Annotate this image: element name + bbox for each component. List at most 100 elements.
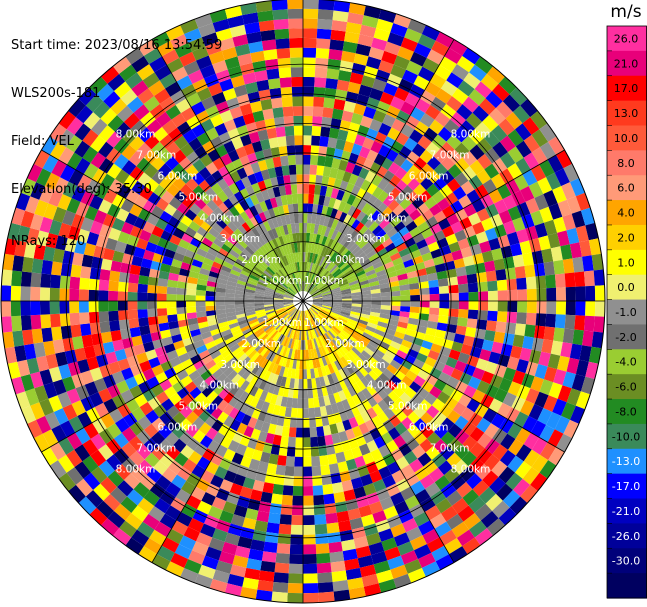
velocity-bin [288, 233, 294, 244]
velocity-bin [217, 317, 228, 324]
velocity-bin [244, 294, 255, 299]
velocity-bin [211, 170, 224, 183]
velocity-bin [287, 264, 293, 275]
velocity-bin [539, 206, 554, 223]
velocity-bin [323, 97, 336, 109]
range-ring-label: 6.00km [409, 170, 449, 182]
velocity-bin [491, 460, 508, 478]
velocity-bin [344, 558, 360, 571]
velocity-bin [234, 307, 246, 312]
colorbar-swatch [607, 349, 647, 375]
velocity-bin [419, 113, 435, 128]
velocity-bin [361, 350, 372, 360]
velocity-bin [308, 285, 316, 294]
velocity-bin [321, 306, 332, 311]
velocity-bin [212, 368, 224, 380]
velocity-bin [20, 271, 32, 287]
velocity-bin [298, 281, 302, 292]
velocity-bin [33, 433, 50, 452]
velocity-bin [58, 472, 76, 492]
velocity-bin [198, 321, 209, 329]
velocity-bin [363, 346, 375, 357]
velocity-bin [351, 346, 362, 357]
velocity-bin [283, 296, 294, 300]
velocity-bin [254, 419, 264, 431]
velocity-bin [531, 129, 549, 148]
velocity-bin [569, 242, 583, 259]
range-ring-label: 6.00km [158, 422, 198, 434]
velocity-bin [348, 437, 359, 450]
velocity-bin [186, 306, 197, 314]
velocity-bin [195, 109, 211, 124]
velocity-bin [555, 287, 567, 301]
velocity-bin [309, 358, 314, 370]
velocity-bin [198, 422, 212, 436]
velocity-bin [334, 272, 345, 280]
velocity-bin [539, 123, 557, 142]
velocity-bin [383, 261, 395, 270]
velocity-bin [372, 403, 384, 416]
velocity-bin [348, 586, 366, 600]
colorbar-swatch [607, 26, 647, 52]
velocity-bin [329, 351, 338, 362]
velocity-bin [377, 411, 389, 424]
velocity-bin [172, 227, 185, 240]
velocity-bin [119, 64, 137, 82]
velocity-bin [105, 351, 118, 365]
velocity-bin [289, 553, 303, 565]
velocity-bin [351, 446, 363, 459]
velocity-bin [313, 504, 326, 516]
velocity-bin [360, 214, 371, 226]
velocity-bin [234, 304, 245, 309]
velocity-bin [184, 381, 197, 394]
velocity-bin [312, 387, 319, 399]
velocity-bin [294, 222, 300, 233]
velocity-bin [317, 336, 323, 347]
velocity-bin [288, 318, 295, 328]
velocity-bin [237, 338, 248, 347]
velocity-bin [303, 222, 308, 233]
velocity-bin [520, 98, 538, 118]
range-ring-label: 5.00km [388, 401, 428, 413]
velocity-bin [283, 297, 294, 300]
velocity-bin [211, 261, 223, 270]
velocity-bin [310, 307, 318, 315]
velocity-bin [502, 392, 517, 408]
velocity-bin [30, 286, 41, 301]
velocity-bin [246, 313, 257, 320]
velocity-bin [352, 359, 362, 370]
velocity-bin [244, 297, 255, 301]
velocity-bin [413, 170, 428, 184]
velocity-bin [323, 216, 331, 227]
velocity-bin [255, 224, 264, 236]
velocity-bin [226, 315, 237, 322]
velocity-bin [276, 322, 285, 332]
velocity-bin [196, 316, 208, 324]
velocity-bin [275, 126, 286, 138]
velocity-bin [348, 257, 359, 267]
velocity-bin [289, 308, 297, 317]
velocity-bin [112, 339, 125, 352]
velocity-bin [387, 247, 399, 257]
velocity-bin [571, 210, 586, 228]
velocity-bin [283, 255, 289, 266]
velocity-bin [167, 216, 181, 228]
velocity-bin [268, 240, 277, 251]
velocity-bin [31, 328, 44, 344]
velocity-bin [406, 190, 419, 204]
velocity-bin [390, 216, 402, 228]
velocity-bin [219, 325, 231, 333]
velocity-bin [53, 408, 69, 425]
velocity-bin [353, 103, 367, 116]
velocity-bin [362, 431, 374, 444]
velocity-bin [55, 351, 68, 367]
velocity-bin [358, 255, 369, 264]
velocity-bin [246, 31, 262, 44]
colorbar-swatch [607, 274, 647, 301]
velocity-bin [281, 325, 289, 335]
velocity-bin [421, 227, 434, 240]
velocity-bin [426, 183, 440, 197]
velocity-bin [140, 333, 153, 344]
velocity-bin [312, 485, 324, 496]
velocity-bin [498, 507, 517, 526]
